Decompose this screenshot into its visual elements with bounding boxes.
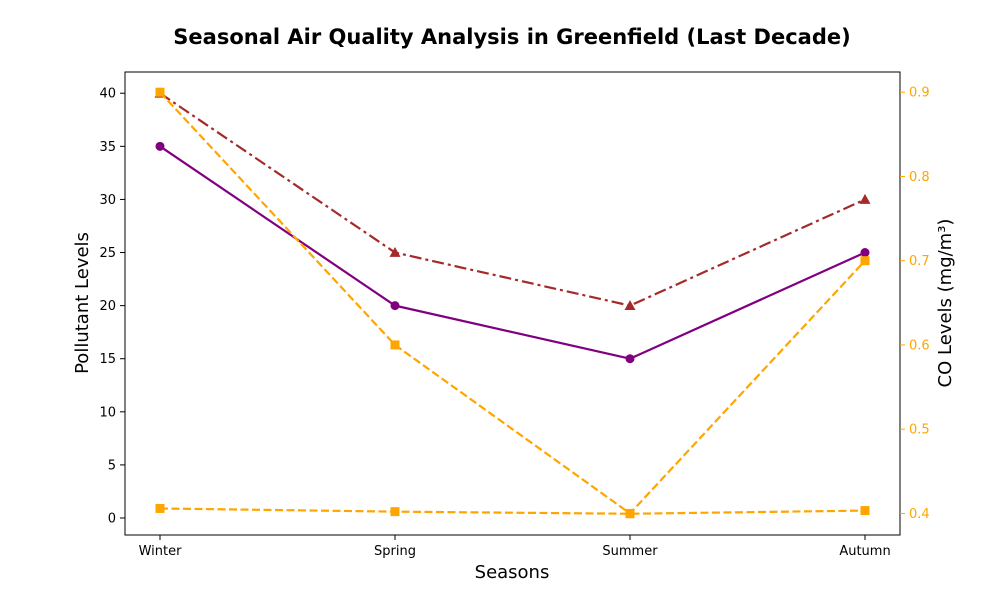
y-tick-label: 40 (99, 87, 116, 102)
data-point (625, 354, 635, 364)
y-tick-label: 10 (99, 405, 116, 420)
y-tick-label: 5 (108, 458, 116, 473)
y2-tick-label: 0.8 (909, 170, 930, 185)
series-line (159, 91, 866, 515)
data-point (859, 193, 871, 204)
series-line (159, 92, 866, 307)
data-point (860, 506, 870, 516)
y2-tick-label: 0.9 (909, 86, 930, 101)
series-3 (155, 503, 870, 519)
series-4 (155, 87, 870, 518)
data-point (860, 256, 870, 266)
data-point (155, 141, 165, 151)
series-2 (154, 87, 871, 311)
data-point (390, 340, 400, 350)
data-point (860, 248, 870, 258)
series-line (159, 145, 866, 360)
data-point (155, 87, 165, 97)
x-tick-label: Autumn (839, 544, 890, 559)
series-line (159, 507, 866, 515)
x-tick-label: Summer (602, 544, 658, 559)
y-tick-label: 15 (99, 352, 116, 367)
chart-title: Seasonal Air Quality Analysis in Greenfi… (173, 25, 850, 49)
y2-tick-label: 0.4 (909, 507, 930, 522)
y-axis-label: Pollutant Levels (72, 232, 93, 374)
data-point (624, 300, 636, 311)
y-tick-label: 25 (99, 246, 116, 261)
plot-frame (124, 71, 901, 536)
y2-axis-label: CO Levels (mg/m³) (935, 219, 956, 388)
series-1 (155, 141, 870, 364)
y2-tick-label: 0.7 (909, 254, 930, 269)
y-tick-label: 20 (99, 299, 116, 314)
y-tick-label: 30 (99, 193, 116, 208)
plot-area: 0 5 10 15 20 25 30 35 40 0.4 0.5 0.6 0.7 0.8 0.9 Winter… (99, 71, 930, 559)
x-axis-label: Seasons (475, 562, 550, 583)
data-point (390, 301, 400, 311)
x-tick-label: Spring (374, 544, 416, 559)
x-tick-label: Winter (139, 544, 183, 559)
data-point (389, 247, 401, 257)
data-point (625, 508, 635, 518)
y2-tick-label: 0.5 (909, 423, 930, 438)
y-tick-label: 35 (99, 140, 116, 155)
y2-tick-label: 0.6 (909, 338, 930, 353)
data-point (155, 503, 165, 513)
data-point (390, 507, 400, 517)
y-tick-label: 0 (108, 512, 116, 527)
